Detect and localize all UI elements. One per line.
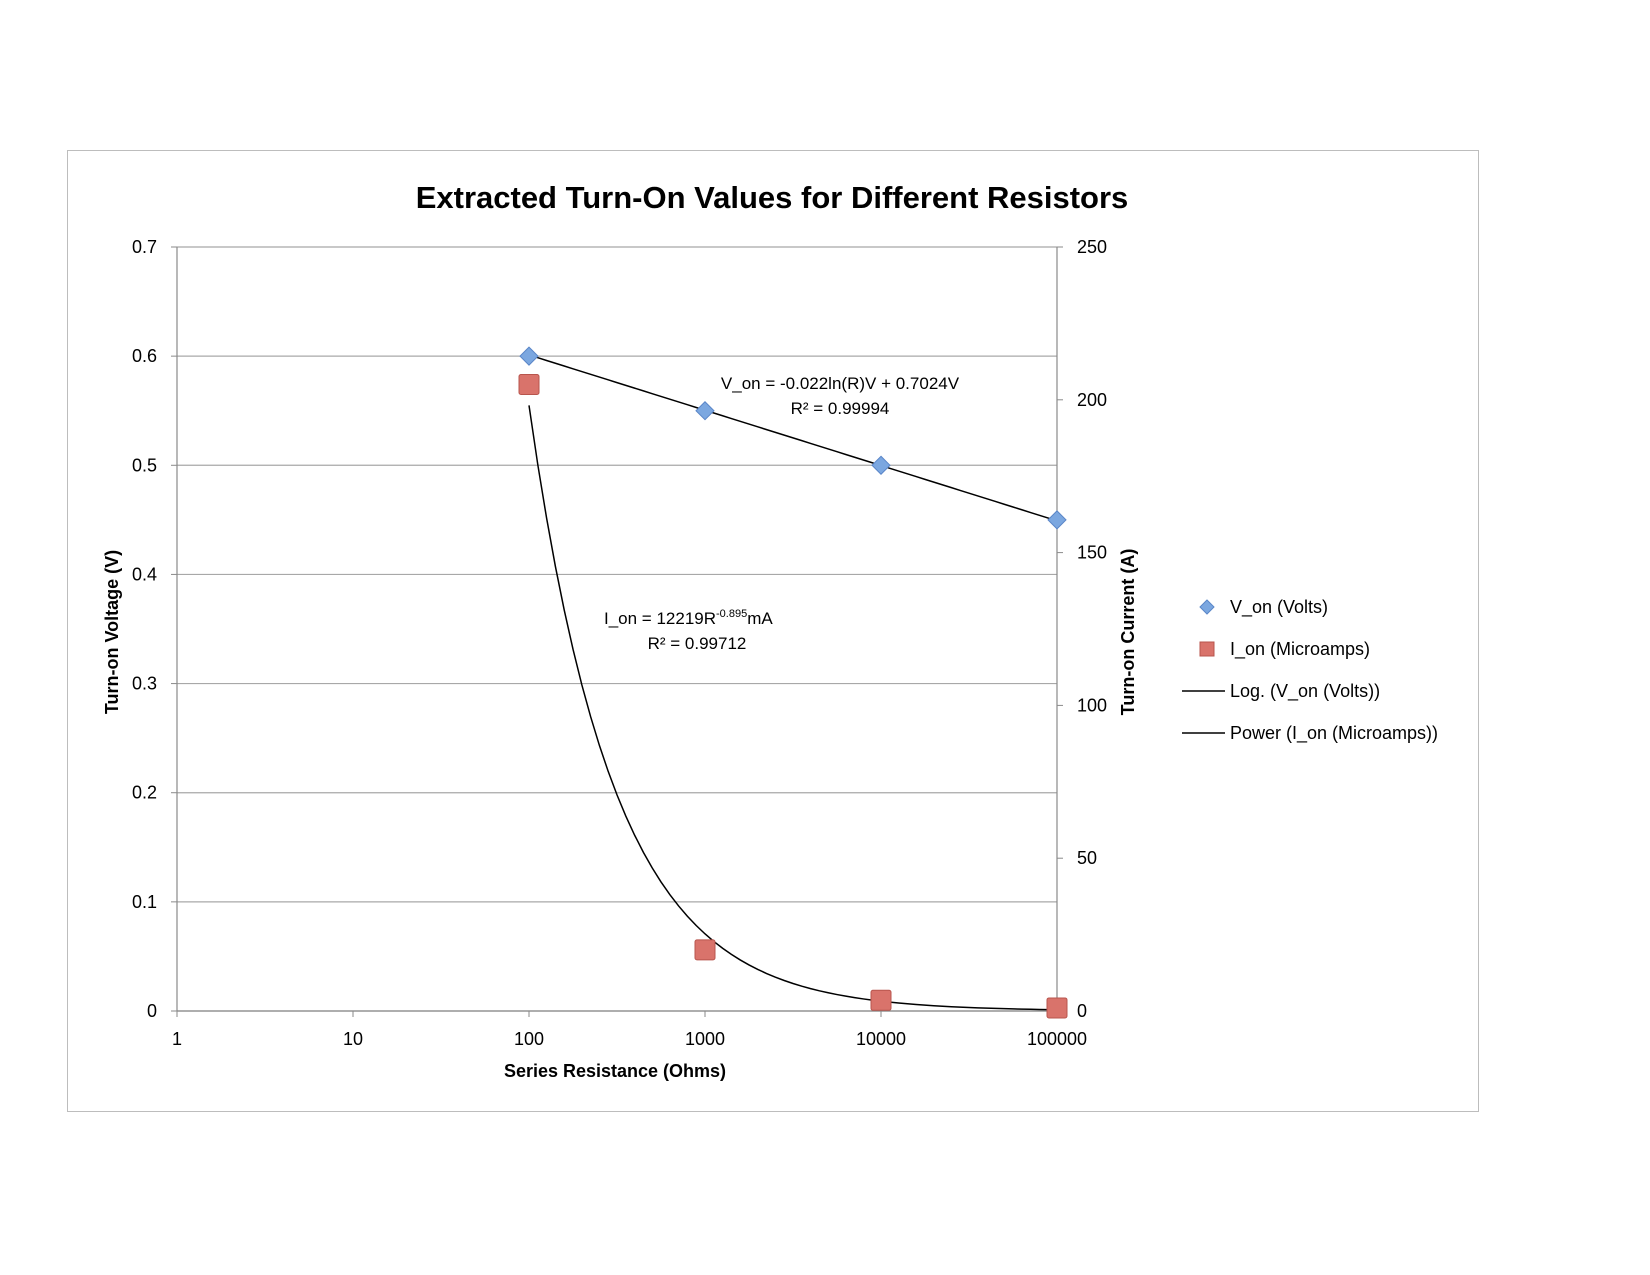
y-left-tick-label: 0.2 — [132, 783, 157, 803]
data-markers — [518, 346, 1068, 1019]
y-left-tick-labels: 0 0.1 0.2 0.3 0.4 0.5 0.6 0.7 — [132, 237, 157, 1021]
x-tick-label: 1000 — [685, 1029, 725, 1049]
axes — [171, 246, 1063, 1017]
x-axis-title: Series Resistance (Ohms) — [504, 1061, 726, 1081]
legend-label: Log. (V_on (Volts)) — [1230, 681, 1380, 702]
v-on-data-point — [519, 346, 539, 366]
x-tick-label: 10000 — [856, 1029, 906, 1049]
x-tick-label: 100 — [514, 1029, 544, 1049]
y-right-tick-label: 0 — [1077, 1001, 1087, 1021]
i-on-data-point — [694, 939, 716, 961]
x-tick-label: 10 — [343, 1029, 363, 1049]
legend-diamond-marker — [1199, 599, 1215, 615]
legend-label: Power (I_on (Microamps)) — [1230, 723, 1438, 744]
y-left-tick-label: 0.1 — [132, 892, 157, 912]
v-on-data-point — [695, 401, 715, 421]
x-tick-label: 1 — [172, 1029, 182, 1049]
chart-title: Extracted Turn-On Values for Different R… — [416, 180, 1129, 215]
log-trendline — [528, 354, 1058, 522]
y-left-axis-title: Turn-on Voltage (V) — [102, 550, 122, 714]
gridlines — [177, 246, 1057, 1012]
legend-label: I_on (Microamps) — [1230, 639, 1370, 660]
power-trendline — [528, 405, 1058, 1011]
y-right-tick-label: 50 — [1077, 848, 1097, 868]
y-left-tick-label: 0.7 — [132, 237, 157, 257]
legend-label: V_on (Volts) — [1230, 597, 1328, 618]
y-right-tick-label: 150 — [1077, 543, 1107, 563]
legend-square-marker — [1199, 641, 1215, 657]
power-trend-equation: I_on = 12219R-0.895mA — [604, 608, 773, 628]
i-on-data-point — [870, 989, 892, 1011]
v-on-data-point — [1047, 510, 1067, 530]
legend: V_on (Volts) I_on (Microamps) Log. (V_on (… — [1182, 597, 1438, 744]
y-left-tick-label: 0.5 — [132, 455, 157, 475]
y-left-tick-label: 0.4 — [132, 564, 157, 584]
y-right-axis-title: Turn-on Current (A) — [1118, 549, 1138, 716]
log-trend-r2: R² = 0.99994 — [791, 399, 890, 418]
v-on-data-point — [871, 455, 891, 475]
y-left-tick-label: 0.3 — [132, 674, 157, 694]
trendlines — [528, 354, 1058, 1011]
log-trend-equation: V_on = -0.022ln(R)V + 0.7024V — [721, 374, 960, 393]
x-tick-labels: 1 10 100 1000 10000 100000 — [172, 1029, 1087, 1049]
chart-frame — [67, 150, 1479, 1112]
y-left-tick-label: 0 — [147, 1001, 157, 1021]
i-on-data-point — [1046, 997, 1068, 1019]
y-right-tick-labels: 0 50 100 150 200 250 — [1077, 237, 1107, 1021]
y-right-tick-label: 100 — [1077, 695, 1107, 715]
y-right-tick-label: 250 — [1077, 237, 1107, 257]
x-tick-label: 100000 — [1027, 1029, 1087, 1049]
i-on-data-point — [518, 374, 540, 396]
y-right-tick-label: 200 — [1077, 390, 1107, 410]
power-trend-r2: R² = 0.99712 — [648, 634, 747, 653]
y-left-tick-label: 0.6 — [132, 346, 157, 366]
